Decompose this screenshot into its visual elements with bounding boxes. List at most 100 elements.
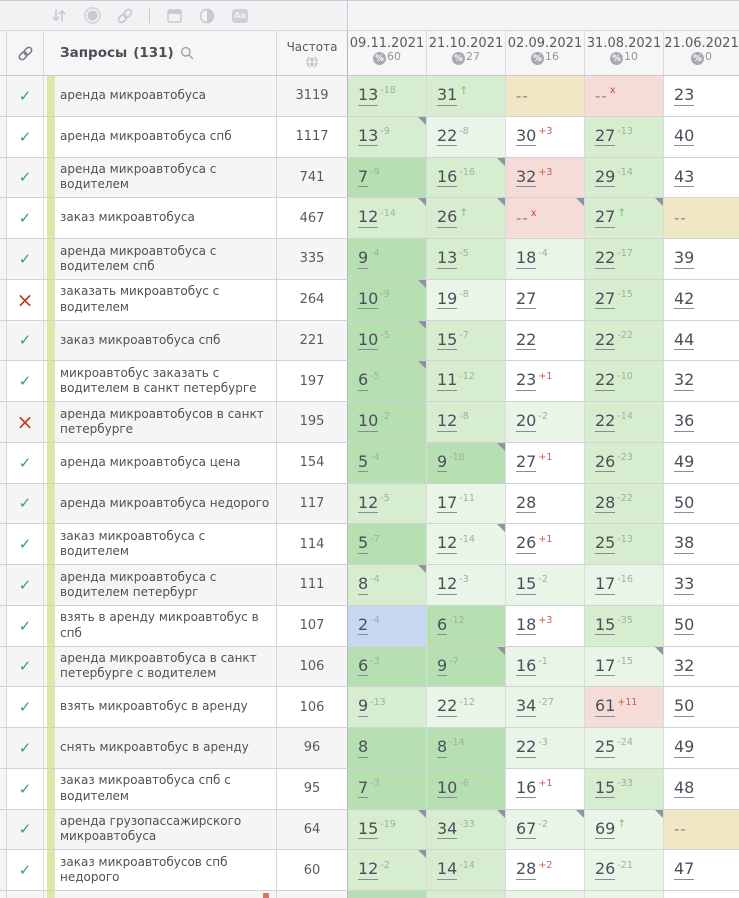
position-value[interactable]: 19 bbox=[437, 288, 458, 310]
position-cell[interactable]: 30 +3 bbox=[506, 116, 585, 157]
position-value[interactable]: 22 bbox=[516, 737, 537, 758]
position-cell[interactable]: 17 -11 bbox=[427, 483, 506, 524]
panel-icon[interactable] bbox=[165, 7, 183, 25]
position-value[interactable]: 30 bbox=[516, 125, 537, 147]
position-value[interactable]: 12 bbox=[358, 859, 379, 880]
position-cell[interactable]: 27 ↑ bbox=[585, 198, 664, 238]
frequency-column-header[interactable]: Частота bbox=[277, 31, 348, 75]
position-cell[interactable]: 6 -5 bbox=[348, 361, 427, 401]
position-value[interactable]: 22 bbox=[595, 411, 616, 432]
position-cell[interactable]: 5 -7 bbox=[348, 524, 427, 564]
position-cell[interactable]: 69 ↑ bbox=[585, 809, 664, 850]
position-cell[interactable]: 9 -18 bbox=[427, 442, 506, 483]
position-value[interactable]: 40 bbox=[674, 125, 695, 147]
position-cell[interactable]: 27 +1 bbox=[506, 442, 585, 483]
position-value[interactable]: 10 bbox=[358, 329, 379, 351]
position-cell[interactable]: 49 bbox=[664, 442, 739, 483]
keyword-cell[interactable]: микроавтобус заказать с водителем в санк… bbox=[44, 361, 277, 401]
keyword-status-cell[interactable] bbox=[7, 891, 44, 898]
position-cell[interactable]: 12 -3 bbox=[427, 565, 506, 605]
position-value[interactable]: 26 bbox=[437, 207, 458, 228]
position-value[interactable]: 39 bbox=[674, 248, 695, 269]
position-cell[interactable]: 13 -18 bbox=[348, 76, 427, 116]
position-cell[interactable]: 5 -4 bbox=[348, 442, 427, 483]
position-value[interactable]: 7 bbox=[358, 777, 369, 799]
keyword-cell[interactable]: заказать микроавтобус с водителем bbox=[44, 279, 277, 320]
position-value[interactable]: 38 bbox=[674, 533, 695, 554]
position-cell[interactable]: 12 -8 bbox=[427, 402, 506, 442]
position-cell[interactable]: 29 -14 bbox=[585, 157, 664, 198]
position-value[interactable]: 49 bbox=[674, 451, 695, 473]
position-cell[interactable]: 34 -27 bbox=[506, 687, 585, 727]
position-cell[interactable]: 22 -22 bbox=[585, 320, 664, 361]
position-cell[interactable]: 27 bbox=[506, 279, 585, 320]
position-value[interactable]: 17 bbox=[437, 492, 458, 514]
position-cell[interactable]: 47 bbox=[664, 850, 739, 890]
position-cell[interactable]: 10 -6 bbox=[427, 768, 506, 809]
position-value[interactable]: 6 bbox=[358, 370, 369, 391]
position-cell[interactable]: 12 -14 bbox=[348, 198, 427, 238]
position-value[interactable]: 27 bbox=[595, 288, 616, 310]
position-value[interactable]: 27 bbox=[516, 451, 537, 473]
keyword-status-cell[interactable]: ✓ bbox=[7, 768, 44, 809]
position-value[interactable]: 2 bbox=[358, 614, 369, 636]
keyword-status-cell[interactable]: ✓ bbox=[7, 361, 44, 401]
position-value[interactable]: 50 bbox=[674, 614, 695, 636]
keyword-cell[interactable]: аренда микроавтобусов в санкт петербурге bbox=[44, 402, 277, 442]
keyword-status-cell[interactable]: ✓ bbox=[7, 728, 44, 768]
keyword-status-cell[interactable]: ✓ bbox=[7, 157, 44, 198]
keyword-cell[interactable]: аренда микроавтобуса с водителем bbox=[44, 157, 277, 198]
position-value[interactable]: 12 bbox=[437, 533, 458, 554]
position-cell[interactable]: 19 -8 bbox=[427, 279, 506, 320]
position-cell[interactable]: 7 -9 bbox=[348, 157, 427, 198]
position-value[interactable]: 17 bbox=[595, 574, 616, 595]
position-cell[interactable]: 44 bbox=[664, 320, 739, 361]
keyword-status-cell[interactable]: ✓ bbox=[7, 850, 44, 890]
keyword-cell[interactable]: аренда микроавтобуса bbox=[44, 76, 277, 116]
position-value[interactable]: 12 bbox=[358, 207, 379, 228]
position-value[interactable]: 6 bbox=[358, 655, 369, 677]
position-cell[interactable]: 2 -4 bbox=[348, 605, 427, 646]
position-cell[interactable] bbox=[506, 891, 585, 898]
position-value[interactable]: 27 bbox=[595, 125, 616, 147]
position-value[interactable]: 22 bbox=[595, 248, 616, 269]
position-cell[interactable]: 11 -12 bbox=[427, 361, 506, 401]
position-cell[interactable]: 48 bbox=[664, 768, 739, 809]
position-cell[interactable]: 50 bbox=[664, 483, 739, 524]
position-value[interactable]: 16 bbox=[516, 655, 537, 677]
position-value[interactable]: 27 bbox=[516, 288, 537, 310]
keyword-status-cell[interactable]: ✓ bbox=[7, 809, 44, 850]
position-cell[interactable]: 43 bbox=[664, 157, 739, 198]
position-cell[interactable]: 38 bbox=[664, 524, 739, 564]
position-value[interactable]: 12 bbox=[358, 492, 379, 514]
keyword-cell[interactable]: заказ микроавтобуса bbox=[44, 198, 277, 238]
position-cell[interactable]: 22 -14 bbox=[585, 402, 664, 442]
position-cell[interactable]: 50 bbox=[664, 687, 739, 727]
position-cell[interactable]: 22 -8 bbox=[427, 116, 506, 157]
position-value[interactable]: 22 bbox=[437, 696, 458, 717]
keyword-cell[interactable]: взять в аренду микроавтобус в спб bbox=[44, 605, 277, 646]
keyword-cell[interactable]: заказ микроавтобуса с водителем bbox=[44, 524, 277, 564]
position-cell[interactable]: 22 -10 bbox=[585, 361, 664, 401]
position-cell[interactable]: 10 -9 bbox=[348, 279, 427, 320]
position-cell[interactable]: 18 -4 bbox=[506, 239, 585, 279]
position-value[interactable]: 10 bbox=[437, 777, 458, 799]
position-cell[interactable] bbox=[348, 891, 427, 898]
position-value[interactable]: 8 bbox=[358, 574, 369, 595]
position-value[interactable]: 28 bbox=[595, 492, 616, 514]
position-value[interactable]: 6 bbox=[437, 614, 448, 636]
position-cell[interactable]: 22 -17 bbox=[585, 239, 664, 279]
link-icon[interactable] bbox=[116, 7, 134, 25]
position-cell[interactable]: 61 +11 bbox=[585, 687, 664, 727]
position-value[interactable]: 42 bbox=[674, 288, 695, 310]
position-cell[interactable]: 28 bbox=[506, 483, 585, 524]
position-value[interactable]: 5 bbox=[358, 533, 369, 554]
position-cell[interactable]: 10 -2 bbox=[348, 402, 427, 442]
keyword-status-cell[interactable]: ✓ bbox=[7, 483, 44, 524]
position-value[interactable]: 33 bbox=[674, 574, 695, 595]
position-cell[interactable]: 13 -5 bbox=[427, 239, 506, 279]
position-value[interactable]: 32 bbox=[674, 370, 695, 391]
position-cell[interactable]: 28 +2 bbox=[506, 850, 585, 890]
position-value[interactable]: 15 bbox=[437, 329, 458, 351]
keyword-status-cell[interactable]: ✓ bbox=[7, 239, 44, 279]
